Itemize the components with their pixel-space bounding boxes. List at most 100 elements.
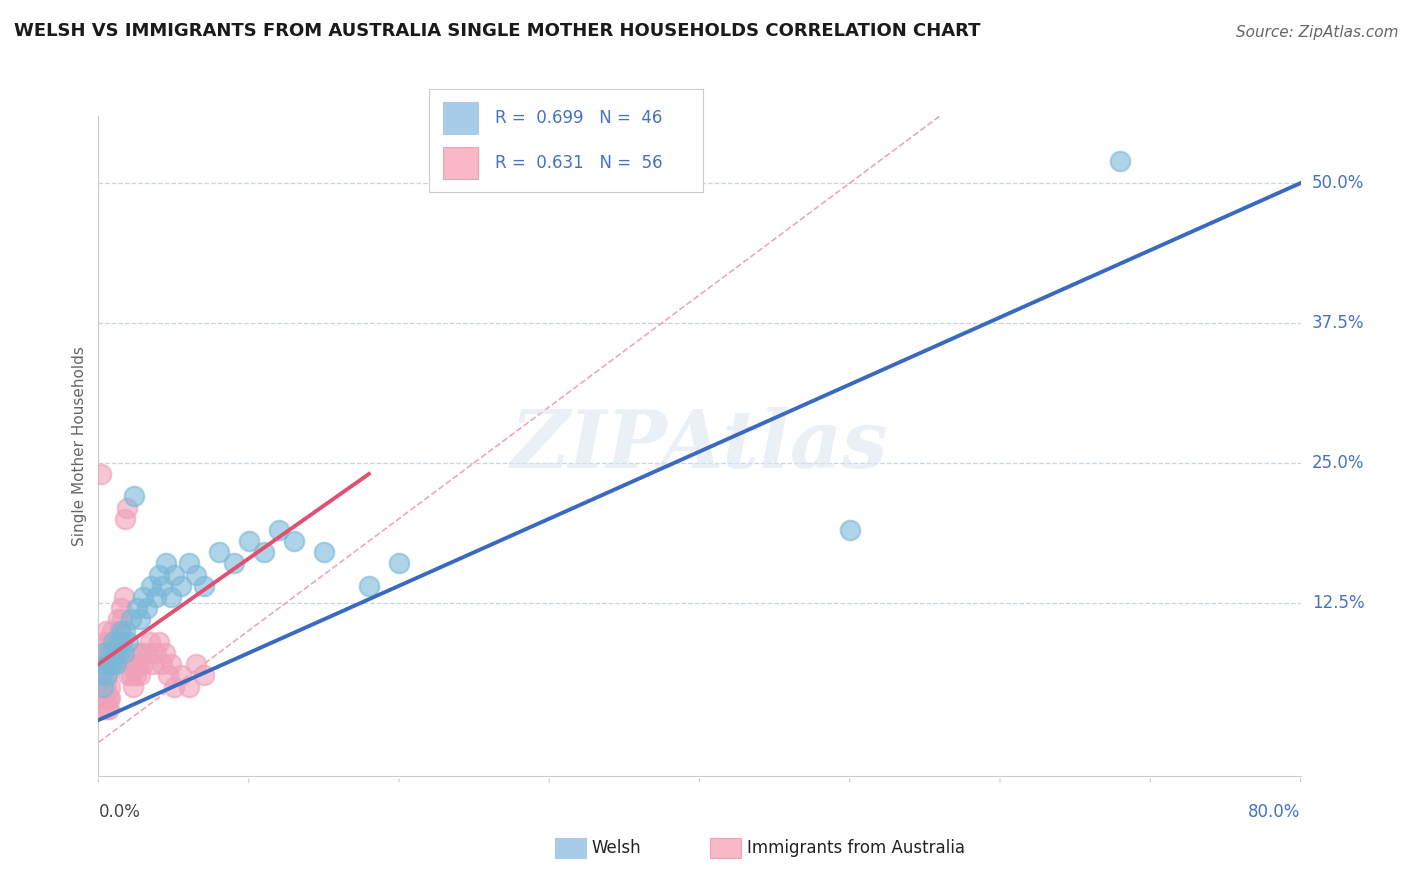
Text: 37.5%: 37.5% [1312, 314, 1364, 332]
Point [96, 702, 118, 716]
Text: R =  0.631   N =  56: R = 0.631 N = 56 [495, 154, 662, 172]
Point [94, 624, 117, 638]
Point [93, 690, 115, 705]
Point [100, 690, 122, 705]
Point [121, 668, 143, 682]
Point [193, 668, 215, 682]
Point [101, 657, 124, 672]
Point [91, 646, 114, 660]
Point [129, 612, 152, 626]
Point [127, 601, 149, 615]
Point [138, 634, 160, 648]
Point [177, 680, 200, 694]
Point [177, 557, 200, 571]
Point [100, 646, 122, 660]
Point [267, 523, 290, 537]
Point [93, 646, 115, 660]
Point [127, 646, 149, 660]
Point [94, 657, 117, 672]
Point [159, 590, 181, 604]
Point [103, 634, 125, 648]
Point [93, 702, 115, 716]
Point [238, 534, 260, 549]
Point [162, 567, 184, 582]
Text: WELSH VS IMMIGRANTS FROM AUSTRALIA SINGLE MOTHER HOUSEHOLDS CORRELATION CHART: WELSH VS IMMIGRANTS FROM AUSTRALIA SINGL… [14, 22, 980, 40]
Point [135, 646, 157, 660]
Point [94, 680, 117, 694]
Point [100, 646, 122, 660]
Point [283, 534, 305, 549]
Point [148, 567, 170, 582]
Point [128, 657, 150, 672]
Point [159, 657, 181, 672]
Point [132, 657, 155, 672]
Point [112, 590, 135, 604]
Point [103, 657, 125, 672]
Y-axis label: Single Mother Households: Single Mother Households [72, 346, 87, 546]
Point [96, 657, 118, 672]
Point [1109, 153, 1132, 168]
Point [150, 579, 173, 593]
Point [112, 646, 135, 660]
Point [110, 601, 132, 615]
Point [141, 657, 163, 672]
Point [111, 634, 134, 648]
Point [91, 668, 114, 682]
Text: Immigrants from Australia: Immigrants from Australia [747, 839, 965, 857]
Point [122, 680, 145, 694]
Bar [443, 146, 478, 179]
Point [170, 668, 193, 682]
Point [110, 624, 132, 638]
Point [117, 634, 139, 648]
Point [118, 657, 141, 672]
Bar [443, 102, 478, 135]
Point [253, 545, 276, 559]
Point [145, 590, 167, 604]
Point [139, 579, 162, 593]
Point [135, 601, 157, 615]
Point [150, 657, 173, 672]
Point [91, 680, 114, 694]
Point [131, 646, 153, 660]
Point [101, 624, 124, 638]
Point [111, 612, 134, 626]
Point [125, 668, 148, 682]
Text: 50.0%: 50.0% [1312, 174, 1364, 192]
Point [222, 557, 245, 571]
Point [97, 690, 120, 705]
Point [100, 680, 122, 694]
Point [148, 634, 170, 648]
Point [97, 657, 120, 672]
Point [117, 668, 139, 682]
Point [184, 657, 207, 672]
Text: 25.0%: 25.0% [1312, 454, 1364, 472]
Point [156, 668, 179, 682]
Point [121, 612, 143, 626]
Point [357, 579, 380, 593]
Text: 80.0%: 80.0% [1249, 803, 1301, 821]
Point [115, 500, 138, 515]
Point [193, 579, 215, 593]
Text: 12.5%: 12.5% [1312, 594, 1364, 612]
Point [96, 668, 118, 682]
Point [90, 668, 112, 682]
Point [184, 567, 207, 582]
Point [124, 657, 146, 672]
Point [97, 634, 120, 648]
Point [838, 523, 860, 537]
Point [96, 668, 118, 682]
Point [312, 545, 335, 559]
Point [108, 646, 131, 660]
Point [108, 624, 131, 638]
Point [91, 680, 114, 694]
Point [93, 634, 115, 648]
Point [388, 557, 411, 571]
Text: 0.0%: 0.0% [98, 803, 141, 821]
Point [124, 489, 146, 503]
Point [104, 646, 127, 660]
Text: Source: ZipAtlas.com: Source: ZipAtlas.com [1236, 25, 1399, 40]
Text: R =  0.699   N =  46: R = 0.699 N = 46 [495, 109, 662, 127]
Point [114, 624, 136, 638]
Point [107, 634, 129, 648]
Text: Welsh: Welsh [592, 839, 641, 857]
